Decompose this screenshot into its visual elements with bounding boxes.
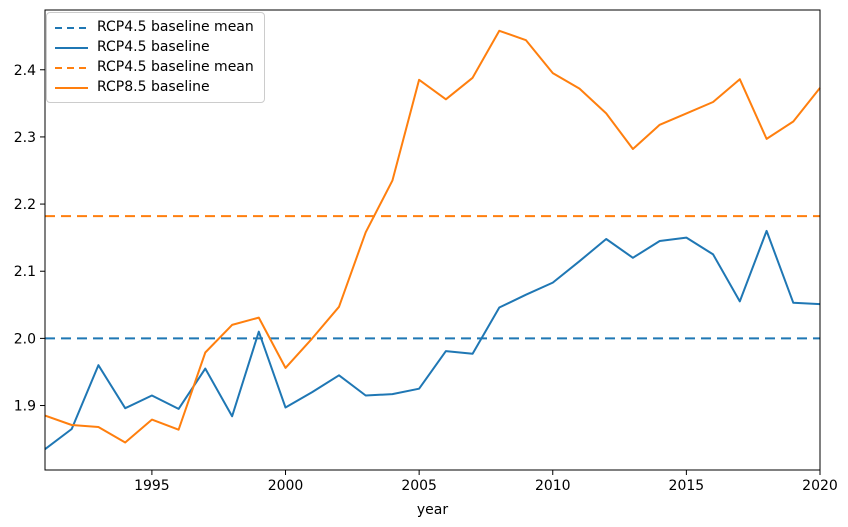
x-tick-label: 1995	[134, 478, 170, 494]
legend-label: RCP4.5 baseline mean	[97, 19, 254, 35]
y-tick-label: 2.0	[14, 331, 36, 347]
y-tick-label: 2.1	[14, 264, 36, 280]
plot-frame	[44, 9, 821, 471]
legend-label: RCP8.5 baseline	[97, 79, 210, 95]
legend-solid-line-sample	[55, 86, 88, 89]
y-tick-label: 2.2	[14, 197, 36, 213]
legend-item-rcp45-baseline-mean: RCP4.5 baseline mean	[55, 20, 254, 35]
legend-label: RCP4.5 baseline mean	[97, 59, 254, 75]
x-axis-title: year	[417, 502, 448, 518]
y-tick-label: 2.4	[14, 63, 36, 79]
series-line-rcp85-baseline	[44, 29, 821, 444]
y-tick-label: 2.3	[14, 130, 36, 146]
y-tick-label: 1.9	[14, 399, 36, 415]
x-tick-label: 2010	[535, 478, 571, 494]
legend-item-rcp45-baseline: RCP4.5 baseline	[55, 40, 254, 55]
legend-label: RCP4.5 baseline	[97, 39, 210, 55]
legend-solid-line-sample	[55, 46, 88, 49]
x-tick-label: 2000	[268, 478, 304, 494]
x-tick-label: 2015	[669, 478, 705, 494]
x-tick-label: 2005	[401, 478, 437, 494]
legend-item-rcp85-baseline: RCP8.5 baseline	[55, 80, 254, 95]
legend-dashed-line-sample	[55, 66, 88, 69]
series-line-rcp45-baseline	[44, 229, 821, 450]
legend-dashed-line-sample	[55, 26, 88, 29]
x-tick-label: 2020	[802, 478, 838, 494]
legend: RCP4.5 baseline mean RCP4.5 baseline RCP4.…	[46, 12, 265, 103]
legend-item-rcp85-baseline-mean: RCP4.5 baseline mean	[55, 60, 254, 75]
